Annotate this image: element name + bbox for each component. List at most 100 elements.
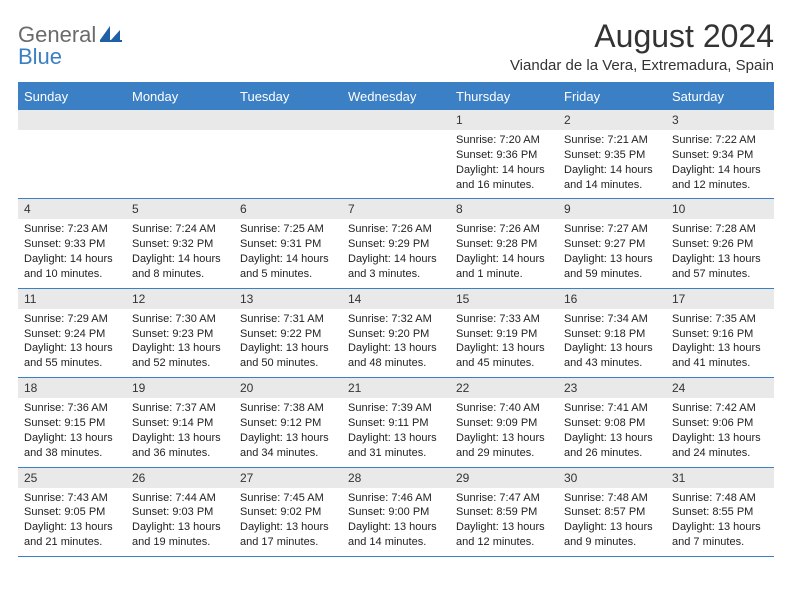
day-number-cell: 9Sunrise: 7:27 AMSunset: 9:27 PMDaylight…	[558, 199, 666, 288]
daylight-text: Daylight: 13 hours and 7 minutes.	[672, 520, 768, 550]
daylight-text: Daylight: 13 hours and 43 minutes.	[564, 341, 660, 371]
sunset-text: Sunset: 9:05 PM	[24, 505, 120, 520]
day-number-cell: 12Sunrise: 7:30 AMSunset: 9:23 PMDayligh…	[126, 288, 234, 377]
day-number: 28	[342, 468, 450, 488]
sunrise-text: Sunrise: 7:46 AM	[348, 491, 444, 506]
day-number-cell: 18Sunrise: 7:36 AMSunset: 9:15 PMDayligh…	[18, 378, 126, 467]
day-number-cell	[126, 110, 234, 199]
daylight-text: Daylight: 13 hours and 59 minutes.	[564, 252, 660, 282]
day-content: Sunrise: 7:38 AMSunset: 9:12 PMDaylight:…	[234, 398, 342, 466]
day-number-cell: 25Sunrise: 7:43 AMSunset: 9:05 PMDayligh…	[18, 467, 126, 556]
sunrise-text: Sunrise: 7:26 AM	[348, 222, 444, 237]
day-number: 16	[558, 289, 666, 309]
day-number	[342, 110, 450, 130]
daylight-text: Daylight: 13 hours and 52 minutes.	[132, 341, 228, 371]
day-number: 4	[18, 199, 126, 219]
sunset-text: Sunset: 9:35 PM	[564, 148, 660, 163]
daylight-text: Daylight: 14 hours and 1 minute.	[456, 252, 552, 282]
day-header: Tuesday	[234, 83, 342, 110]
daylight-text: Daylight: 13 hours and 21 minutes.	[24, 520, 120, 550]
day-number: 24	[666, 378, 774, 398]
day-number: 30	[558, 468, 666, 488]
day-content: Sunrise: 7:39 AMSunset: 9:11 PMDaylight:…	[342, 398, 450, 466]
daylight-text: Daylight: 13 hours and 9 minutes.	[564, 520, 660, 550]
calendar-head: SundayMondayTuesdayWednesdayThursdayFrid…	[18, 83, 774, 110]
day-number-cell: 6Sunrise: 7:25 AMSunset: 9:31 PMDaylight…	[234, 199, 342, 288]
sunrise-text: Sunrise: 7:22 AM	[672, 133, 768, 148]
day-number	[18, 110, 126, 130]
day-content: Sunrise: 7:43 AMSunset: 9:05 PMDaylight:…	[18, 488, 126, 556]
day-content: Sunrise: 7:35 AMSunset: 9:16 PMDaylight:…	[666, 309, 774, 377]
day-number: 21	[342, 378, 450, 398]
day-number: 26	[126, 468, 234, 488]
sunset-text: Sunset: 9:19 PM	[456, 327, 552, 342]
day-number-cell: 13Sunrise: 7:31 AMSunset: 9:22 PMDayligh…	[234, 288, 342, 377]
day-content: Sunrise: 7:44 AMSunset: 9:03 PMDaylight:…	[126, 488, 234, 556]
day-number-cell: 19Sunrise: 7:37 AMSunset: 9:14 PMDayligh…	[126, 378, 234, 467]
day-content: Sunrise: 7:27 AMSunset: 9:27 PMDaylight:…	[558, 219, 666, 287]
sunrise-text: Sunrise: 7:29 AM	[24, 312, 120, 327]
sunset-text: Sunset: 9:08 PM	[564, 416, 660, 431]
day-number: 2	[558, 110, 666, 130]
daylight-text: Daylight: 13 hours and 24 minutes.	[672, 431, 768, 461]
day-content	[234, 130, 342, 190]
logo-sail-icon	[100, 24, 122, 47]
day-content: Sunrise: 7:42 AMSunset: 9:06 PMDaylight:…	[666, 398, 774, 466]
day-number-cell: 20Sunrise: 7:38 AMSunset: 9:12 PMDayligh…	[234, 378, 342, 467]
day-number-cell: 4Sunrise: 7:23 AMSunset: 9:33 PMDaylight…	[18, 199, 126, 288]
day-content: Sunrise: 7:28 AMSunset: 9:26 PMDaylight:…	[666, 219, 774, 287]
daylight-text: Daylight: 13 hours and 12 minutes.	[456, 520, 552, 550]
sunrise-text: Sunrise: 7:20 AM	[456, 133, 552, 148]
sunrise-text: Sunrise: 7:21 AM	[564, 133, 660, 148]
day-header: Friday	[558, 83, 666, 110]
sunrise-text: Sunrise: 7:26 AM	[456, 222, 552, 237]
day-number-cell: 8Sunrise: 7:26 AMSunset: 9:28 PMDaylight…	[450, 199, 558, 288]
day-header: Monday	[126, 83, 234, 110]
sunrise-text: Sunrise: 7:48 AM	[564, 491, 660, 506]
day-number-cell	[342, 110, 450, 199]
day-content: Sunrise: 7:29 AMSunset: 9:24 PMDaylight:…	[18, 309, 126, 377]
sunrise-text: Sunrise: 7:47 AM	[456, 491, 552, 506]
day-number-cell: 29Sunrise: 7:47 AMSunset: 8:59 PMDayligh…	[450, 467, 558, 556]
sunrise-text: Sunrise: 7:40 AM	[456, 401, 552, 416]
day-number-cell: 1Sunrise: 7:20 AMSunset: 9:36 PMDaylight…	[450, 110, 558, 199]
day-number: 13	[234, 289, 342, 309]
sunset-text: Sunset: 9:00 PM	[348, 505, 444, 520]
day-number: 18	[18, 378, 126, 398]
sunset-text: Sunset: 8:57 PM	[564, 505, 660, 520]
day-content: Sunrise: 7:23 AMSunset: 9:33 PMDaylight:…	[18, 219, 126, 287]
month-title: August 2024	[510, 18, 774, 55]
day-number: 20	[234, 378, 342, 398]
sunset-text: Sunset: 9:14 PM	[132, 416, 228, 431]
day-number-cell: 16Sunrise: 7:34 AMSunset: 9:18 PMDayligh…	[558, 288, 666, 377]
day-content: Sunrise: 7:34 AMSunset: 9:18 PMDaylight:…	[558, 309, 666, 377]
day-content	[126, 130, 234, 190]
day-content: Sunrise: 7:26 AMSunset: 9:28 PMDaylight:…	[450, 219, 558, 287]
day-header: Sunday	[18, 83, 126, 110]
sunset-text: Sunset: 9:24 PM	[24, 327, 120, 342]
sunrise-text: Sunrise: 7:45 AM	[240, 491, 336, 506]
day-content: Sunrise: 7:20 AMSunset: 9:36 PMDaylight:…	[450, 130, 558, 198]
day-number: 8	[450, 199, 558, 219]
day-content: Sunrise: 7:36 AMSunset: 9:15 PMDaylight:…	[18, 398, 126, 466]
daylight-text: Daylight: 13 hours and 41 minutes.	[672, 341, 768, 371]
daylight-text: Daylight: 13 hours and 29 minutes.	[456, 431, 552, 461]
day-content: Sunrise: 7:46 AMSunset: 9:00 PMDaylight:…	[342, 488, 450, 556]
daylight-text: Daylight: 13 hours and 36 minutes.	[132, 431, 228, 461]
day-number: 23	[558, 378, 666, 398]
sunrise-text: Sunrise: 7:35 AM	[672, 312, 768, 327]
sunrise-text: Sunrise: 7:43 AM	[24, 491, 120, 506]
sunset-text: Sunset: 8:59 PM	[456, 505, 552, 520]
day-content: Sunrise: 7:31 AMSunset: 9:22 PMDaylight:…	[234, 309, 342, 377]
day-content: Sunrise: 7:30 AMSunset: 9:23 PMDaylight:…	[126, 309, 234, 377]
day-content: Sunrise: 7:24 AMSunset: 9:32 PMDaylight:…	[126, 219, 234, 287]
sunset-text: Sunset: 9:11 PM	[348, 416, 444, 431]
day-number-cell: 24Sunrise: 7:42 AMSunset: 9:06 PMDayligh…	[666, 378, 774, 467]
day-number-cell: 31Sunrise: 7:48 AMSunset: 8:55 PMDayligh…	[666, 467, 774, 556]
sunrise-text: Sunrise: 7:38 AM	[240, 401, 336, 416]
day-content: Sunrise: 7:37 AMSunset: 9:14 PMDaylight:…	[126, 398, 234, 466]
sunset-text: Sunset: 9:34 PM	[672, 148, 768, 163]
day-content: Sunrise: 7:45 AMSunset: 9:02 PMDaylight:…	[234, 488, 342, 556]
daylight-text: Daylight: 13 hours and 45 minutes.	[456, 341, 552, 371]
sunset-text: Sunset: 9:27 PM	[564, 237, 660, 252]
